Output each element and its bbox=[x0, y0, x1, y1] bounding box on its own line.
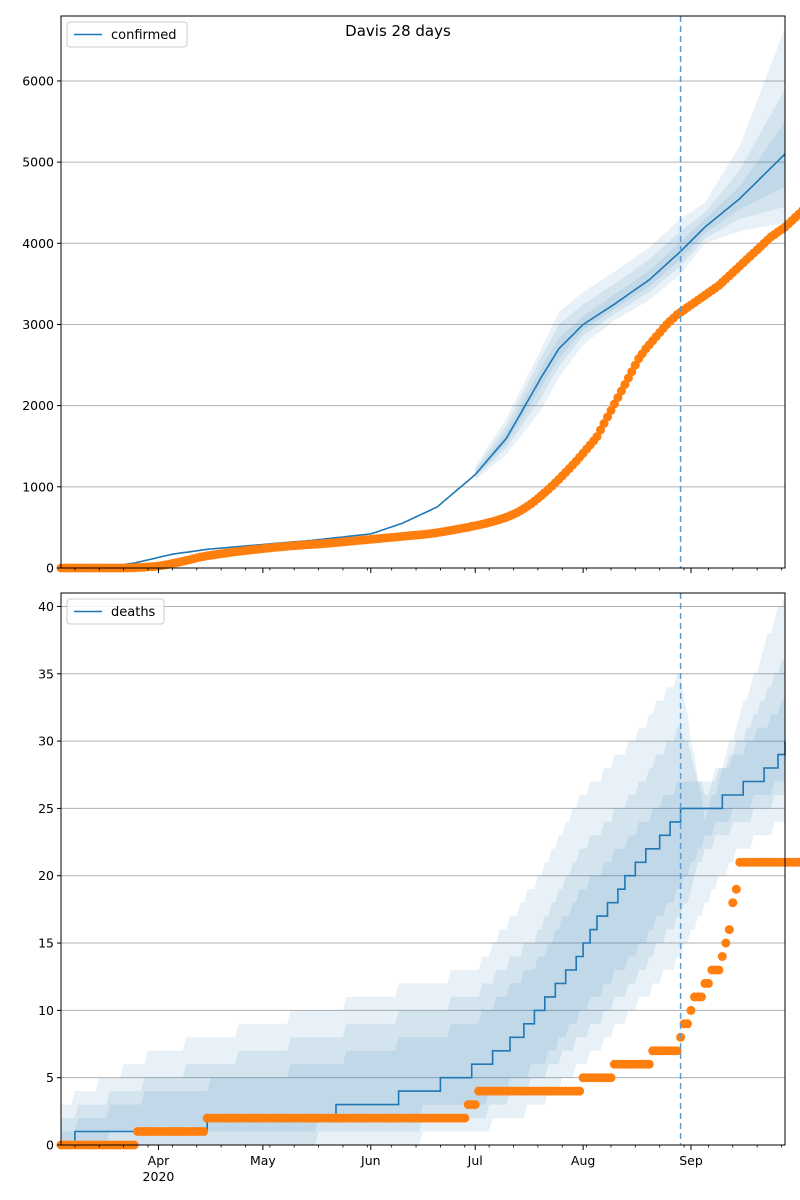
observed-point bbox=[797, 858, 800, 867]
uncertainty-bands bbox=[475, 28, 785, 481]
observed-point bbox=[797, 206, 800, 215]
observed-point bbox=[683, 1019, 692, 1029]
legend-box bbox=[66, 21, 188, 48]
y-tick-label: 20 bbox=[38, 868, 54, 883]
model-series-line bbox=[61, 741, 786, 1146]
uncertainty-band bbox=[475, 121, 785, 477]
plot-frame bbox=[60, 592, 786, 1146]
x-tick-label: May bbox=[250, 1153, 276, 1168]
legend-box bbox=[66, 598, 165, 625]
x-tick-label: Jul bbox=[467, 1153, 483, 1168]
y-tick-label: 25 bbox=[38, 801, 54, 816]
observed-point bbox=[199, 1127, 209, 1136]
x-tick-label: Aug bbox=[571, 1153, 595, 1168]
y-tick-label: 35 bbox=[38, 666, 54, 681]
x-tick-label: Jun bbox=[360, 1153, 381, 1168]
y-tick-label: 3000 bbox=[22, 317, 54, 332]
uncertainty-band bbox=[61, 593, 785, 1145]
confirmed-panel: 0 1000 2000 3000 4000 5000 6000 confirmed bbox=[22, 15, 800, 576]
uncertainty-band bbox=[61, 660, 785, 1145]
observed-point bbox=[606, 1073, 616, 1083]
uncertainty-band bbox=[475, 28, 785, 481]
observed-points bbox=[56, 206, 800, 573]
uncertainty-bands bbox=[61, 593, 785, 1145]
observed-point bbox=[686, 1005, 696, 1015]
x-axis bbox=[74, 568, 782, 573]
x-tick-label: Sep bbox=[679, 1153, 703, 1168]
y-gridlines bbox=[61, 80, 785, 569]
observed-point bbox=[731, 884, 741, 894]
figure-title: Davis 28 days bbox=[345, 22, 451, 40]
legend: confirmed bbox=[66, 21, 188, 48]
y-tick-label: 15 bbox=[38, 936, 54, 951]
y-tick-label: 4000 bbox=[22, 236, 54, 251]
observed-point bbox=[728, 898, 738, 908]
y-tick-label: 5 bbox=[46, 1070, 54, 1085]
observed-point bbox=[703, 978, 713, 988]
y-tick-label: 0 bbox=[46, 561, 54, 576]
observed-point bbox=[717, 952, 727, 961]
x-tick-label: Apr bbox=[148, 1153, 170, 1168]
y-tick-label: 10 bbox=[38, 1003, 54, 1018]
y-tick-label: 40 bbox=[38, 599, 54, 614]
y-tick-label: 6000 bbox=[22, 73, 54, 88]
y-tick-label: 30 bbox=[38, 734, 54, 749]
y-tick-label: 0 bbox=[46, 1138, 54, 1153]
plot-frame bbox=[60, 15, 786, 569]
model-series-line bbox=[61, 153, 786, 569]
legend-label: deaths bbox=[111, 605, 156, 620]
legend: deaths bbox=[66, 598, 165, 625]
observed-point bbox=[575, 1086, 585, 1096]
observed-point bbox=[721, 938, 731, 948]
observed-point bbox=[724, 925, 734, 935]
y-tick-label: 2000 bbox=[22, 398, 54, 413]
observed-point bbox=[672, 1046, 682, 1056]
y-tick-label: 5000 bbox=[22, 155, 54, 170]
legend-label: confirmed bbox=[111, 28, 177, 43]
observed-point bbox=[470, 1100, 480, 1110]
uncertainty-band bbox=[61, 700, 785, 1145]
y-tick-label: 1000 bbox=[22, 479, 54, 494]
uncertainty-band bbox=[475, 89, 785, 478]
x-tick-sublabel: 2020 bbox=[143, 1169, 175, 1184]
observed-point bbox=[644, 1059, 654, 1069]
observed-point bbox=[460, 1113, 470, 1123]
y-axis: 0 5 10 15 20 25 30 35 40 bbox=[38, 599, 61, 1153]
observed-point bbox=[714, 965, 724, 975]
observed-point bbox=[592, 432, 602, 442]
observed-point bbox=[697, 992, 706, 1002]
y-axis: 0 1000 2000 3000 4000 5000 6000 bbox=[22, 73, 61, 576]
